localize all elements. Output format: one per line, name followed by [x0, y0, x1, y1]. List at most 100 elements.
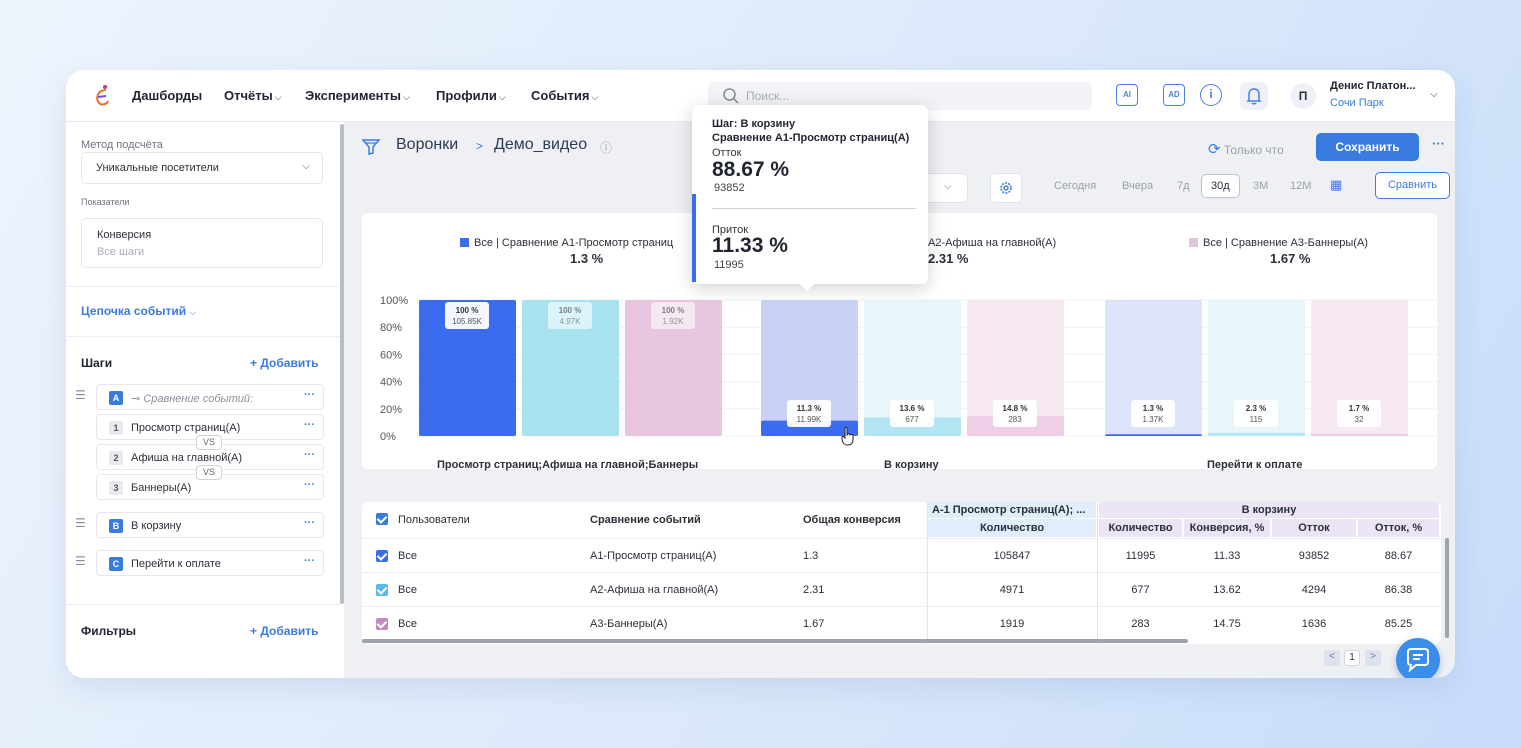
row-checkbox[interactable] [376, 618, 388, 630]
pager-prev[interactable]: < [1324, 650, 1340, 666]
filters-title: Фильтры [81, 624, 137, 638]
bar-label-box [651, 302, 695, 329]
bar [761, 420, 858, 436]
period-today[interactable]: Сегодня [1054, 180, 1097, 192]
row-checkbox[interactable] [376, 584, 388, 596]
chat-button[interactable] [1396, 638, 1440, 678]
tooltip-inflow-count: 11995 [714, 259, 744, 271]
step-a-text: Сравнение событий: [143, 393, 254, 405]
table-vertical-scrollbar[interactable] [1445, 538, 1449, 638]
step-b-row[interactable]: B В корзину ··· [96, 512, 324, 538]
step-a-row[interactable]: A ⊸ Сравнение событий: ··· [96, 384, 324, 410]
bar-count-label: 32 [1355, 415, 1364, 424]
subheader-outflow-pct[interactable]: Отток, % [1358, 519, 1439, 537]
compare-button[interactable]: Сравнить [1375, 172, 1450, 199]
period-30d[interactable]: 30д [1201, 174, 1240, 198]
legend-item[interactable]: Все | Сравнение А1-Просмотр страниц [460, 237, 673, 249]
cell-outflow: 93852 [1298, 550, 1330, 562]
period-7d[interactable]: 7д [1177, 180, 1190, 192]
ai-chip-icon[interactable]: AI [1116, 84, 1138, 106]
step-badge: 1 [109, 421, 123, 435]
breadcrumb-root[interactable]: Воронки [396, 136, 459, 153]
search-placeholder: Поиск... [746, 89, 790, 103]
ad-icon[interactable]: AD [1163, 84, 1185, 106]
legend-label: А2-Афиша на главной(А) [928, 237, 1057, 249]
legend-swatch [1189, 238, 1198, 247]
cell-count1: 105847 [993, 550, 1031, 562]
avatar[interactable]: П [1290, 83, 1316, 109]
row-divider [362, 606, 1441, 607]
user-name[interactable]: Денис Платон... [1330, 80, 1416, 92]
bar [1208, 432, 1305, 436]
cell-count1: 1919 [999, 618, 1025, 630]
step-c-row[interactable]: C Перейти к оплате ··· [96, 550, 324, 576]
cell-outflow: 4294 [1301, 584, 1327, 596]
method-value: Уникальные посетители [96, 162, 219, 174]
legend-item[interactable]: А2-Афиша на главной(А) [928, 237, 1056, 249]
period-yesterday[interactable]: Вчера [1122, 180, 1154, 192]
nav-events[interactable]: События ⌵ [531, 88, 598, 103]
refresh-status[interactable]: ⟳ Только что [1208, 140, 1284, 158]
calendar-icon[interactable]: ▦ [1330, 177, 1343, 192]
add-step-button[interactable]: + Добавить [250, 356, 319, 370]
app-window: Дашборды Отчёты ⌵ Эксперименты ⌵ Профили ⌵ … [66, 70, 1455, 678]
chart-plot: 100% 80% 60% 40% 20% 0% 100 % 105.85K 100 % 4.97K… [380, 295, 1437, 443]
user-org[interactable]: Сочи Парк [1330, 97, 1384, 109]
save-button[interactable]: Сохранить [1316, 133, 1419, 161]
col-users[interactable]: Пользователи [398, 514, 470, 526]
nav-experiments[interactable]: Эксперименты ⌵ [305, 88, 410, 103]
more-icon[interactable]: ··· [304, 555, 315, 567]
chat-icon [1407, 648, 1429, 673]
nav-profiles[interactable]: Профили ⌵ [436, 88, 506, 103]
more-icon[interactable]: ··· [304, 449, 315, 461]
pager-page[interactable]: 1 [1344, 650, 1360, 666]
nav-dashboards[interactable]: Дашборды [132, 88, 203, 103]
sidebar-scrollbar[interactable] [340, 124, 344, 604]
more-icon[interactable]: ··· [304, 419, 315, 431]
indicator-box[interactable]: Конверсия Все шаги [81, 218, 323, 268]
y-tick-label: 60% [380, 349, 402, 361]
refresh-label: Только что [1223, 143, 1284, 157]
event-chain-link[interactable]: Цепочка событий ⌵ [81, 304, 196, 318]
dropdown-select[interactable]: ⌵ [928, 173, 968, 203]
nav-reports[interactable]: Отчёты ⌵ [224, 88, 282, 103]
chevron-down-icon[interactable]: ⌵ [1430, 89, 1438, 100]
period-3m[interactable]: 3М [1253, 180, 1269, 192]
pager-next[interactable]: > [1365, 650, 1381, 666]
drag-handle-icon[interactable]: ☰ [75, 516, 86, 530]
bar-label-box [787, 400, 831, 427]
cell-conv2: 14.75 [1213, 618, 1241, 630]
settings-button[interactable] [990, 173, 1022, 203]
col-conversion[interactable]: Общая конверсия [803, 514, 901, 526]
more-icon[interactable]: ··· [304, 479, 315, 491]
table-horizontal-scrollbar[interactable] [362, 639, 1188, 643]
row-checkbox[interactable] [376, 550, 388, 562]
info-icon[interactable]: i [1200, 84, 1222, 106]
legend-item[interactable]: Все | Сравнение А3-Баннеры(А) [1189, 237, 1368, 249]
method-label: Метод подсчёта [81, 139, 163, 151]
subheader-outflow[interactable]: Отток [1272, 519, 1356, 537]
drag-handle-icon[interactable]: ☰ [75, 554, 86, 568]
subheader-count[interactable]: Количество [928, 519, 1096, 537]
info-icon[interactable]: ⓘ [600, 141, 613, 155]
notifications-button[interactable] [1240, 82, 1268, 110]
more-icon[interactable]: ··· [304, 389, 315, 401]
tooltip-accent [692, 194, 696, 282]
funnel-chart: Все | Сравнение А1-Просмотр страниц 1.3 … [362, 213, 1437, 471]
period-12m[interactable]: 12М [1290, 180, 1312, 192]
col-compare[interactable]: Сравнение событий [590, 514, 701, 526]
subheader-conversion[interactable]: Конверсия, % [1184, 519, 1270, 537]
drag-handle-icon[interactable]: ☰ [75, 388, 86, 402]
cell-count2: 11995 [1125, 550, 1156, 562]
method-select[interactable]: Уникальные посетители ⌵ [81, 152, 323, 184]
logo-icon[interactable] [92, 84, 112, 108]
cell-outflow-pct: 88.67 [1384, 550, 1413, 562]
subheader-count[interactable]: Количество [1099, 519, 1182, 537]
more-icon[interactable]: ··· [1432, 136, 1445, 151]
bar-count-label: 283 [1008, 415, 1022, 424]
bell-icon [1246, 88, 1262, 105]
select-all-checkbox[interactable] [376, 513, 388, 525]
more-icon[interactable]: ··· [304, 517, 315, 529]
bar-count-label: 115 [1250, 415, 1263, 424]
add-filter-button[interactable]: + Добавить [250, 624, 319, 638]
